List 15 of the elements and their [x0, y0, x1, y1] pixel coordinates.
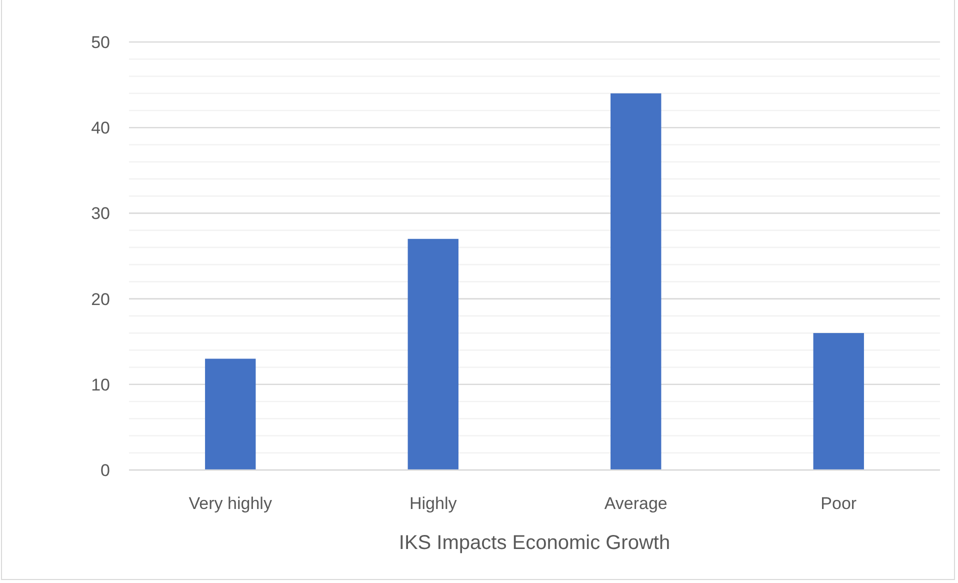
x-tick-label: Very highly — [188, 494, 272, 513]
x-tick-label: Poor — [820, 494, 857, 513]
x-tick-label: Highly — [410, 494, 458, 513]
x-tick-label: Average — [604, 494, 668, 513]
y-tick-label: 20 — [91, 290, 110, 309]
bar — [610, 93, 662, 470]
bar — [408, 238, 458, 470]
y-tick-label: 10 — [91, 375, 110, 394]
x-axis-title: IKS Impacts Economic Growth — [398, 532, 670, 554]
y-tick-label: 50 — [91, 32, 110, 52]
y-tick-label: 30 — [91, 204, 110, 224]
bar — [205, 358, 256, 470]
y-tick-label: 40 — [91, 118, 110, 138]
y-tick-label: 0 — [100, 460, 110, 480]
bar — [813, 333, 864, 470]
